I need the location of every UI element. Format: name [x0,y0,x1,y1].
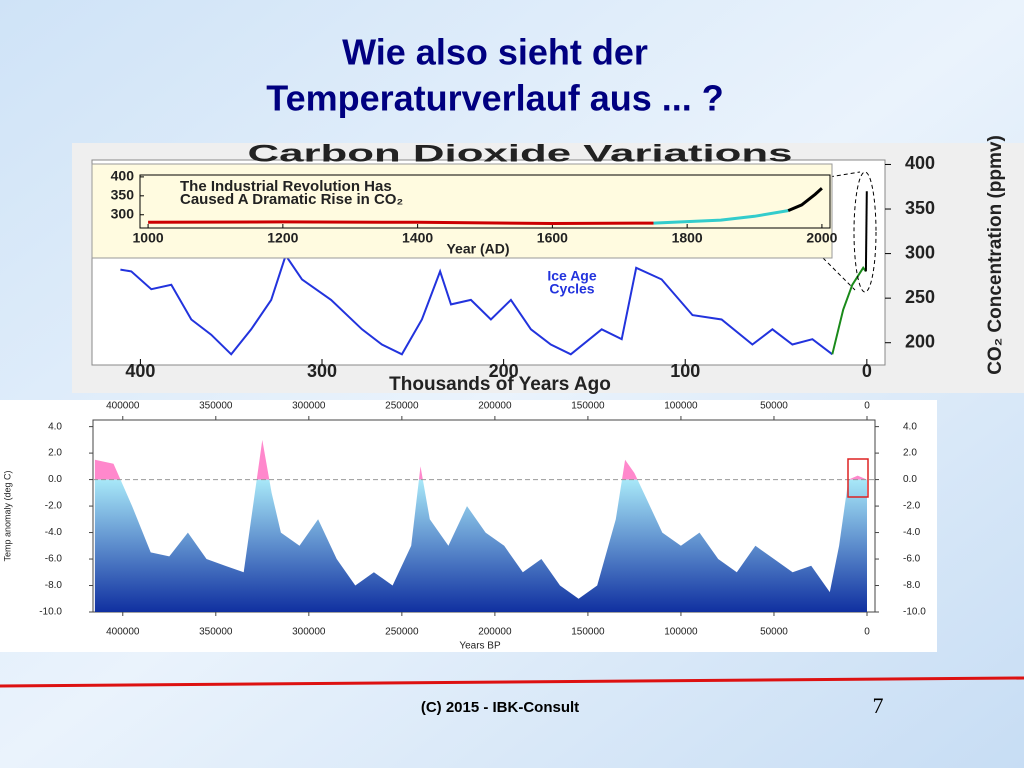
x-tick-label: 200 [489,361,519,381]
y-tick-label: -2.0 [903,501,921,512]
line-series [120,253,833,356]
x-tick-label: 200000 [478,401,512,412]
y-tick-label: 250 [905,287,935,307]
x-tick-label: 150000 [571,627,605,638]
line-series [864,191,868,272]
y-tick-label: -4.0 [45,527,63,538]
x-tick-label: 0 [862,361,872,381]
slide-title: Wie also sieht der [342,32,648,73]
y-tick-label: 200 [905,331,935,351]
y-tick-label: 0.0 [48,474,62,485]
footer: (C) 2015 - IBK-Consult [421,699,579,716]
y-tick-label: 400 [905,153,935,173]
y-tick-label: -6.0 [45,554,63,565]
line-series [831,266,867,355]
y-tick-label: 4.0 [903,421,917,432]
inset-title: The Industrial Revolution Has [180,178,392,195]
y-tick-label: -8.0 [903,580,921,591]
divider [0,676,1024,688]
connector [822,171,861,291]
line-series [148,220,654,226]
y-tick-label: 400 [111,168,135,184]
x-tick-label: 400 [125,361,155,381]
y-tick-label: -4.0 [903,527,921,538]
area-series [94,479,867,612]
highlight [847,458,869,498]
inset-plot [139,174,831,229]
x-tick-label: 350000 [199,627,233,638]
y-tick-label: -6.0 [903,554,921,565]
line-series [653,209,789,225]
chart-title: Carbon Dioxide Variations [248,140,793,167]
x-tick-label: 1200 [267,230,298,246]
y-tick-label: -8.0 [45,580,63,591]
y-tick-label: 300 [905,242,935,262]
y-axis-label: Temp anomaly (deg C) [2,470,12,561]
x-tick-label: 350000 [199,401,233,412]
x-tick-label: 2000 [806,230,837,246]
y-tick-label: -10.0 [903,607,926,618]
x-axis-label: Thousands of Years Ago [389,374,611,395]
x-tick-label: 1600 [537,230,568,246]
x-tick-label: 300 [307,361,337,381]
x-tick-label: 50000 [760,401,788,412]
y-tick-label: 350 [905,198,935,218]
x-tick-label: 0 [864,627,870,638]
y-tick-label: 300 [111,205,135,221]
x-tick-label: 300000 [292,627,326,638]
y-tick-label: 0.0 [903,474,917,485]
x-tick-label: 250000 [385,401,419,412]
line-series [787,187,823,212]
slide-title: Temperaturverlauf aus ... ? [266,78,723,119]
page-number: 7 [873,693,884,718]
y-tick-label: 2.0 [903,448,917,459]
x-tick-label: 1800 [672,230,703,246]
x-tick-label: 400000 [106,627,140,638]
y-tick-label: -2.0 [45,501,63,512]
x-tick-label: 400000 [106,401,140,412]
x-tick-label: 100 [670,361,700,381]
x-tick-label: 1400 [402,230,433,246]
inset-title: Caused A Dramatic Rise in CO₂ [180,191,403,208]
x-axis-label: Years BP [459,641,501,652]
x-tick-label: 50000 [760,627,788,638]
x-axis-label: Year (AD) [446,241,509,257]
x-tick-label: 150000 [571,401,605,412]
highlight [853,171,877,293]
x-tick-label: 0 [864,401,870,412]
x-tick-label: 100000 [664,627,698,638]
y-tick-label: 2.0 [48,448,62,459]
y-tick-label: 4.0 [48,421,62,432]
y-tick-label: 350 [111,187,135,203]
x-tick-label: 250000 [385,627,419,638]
y-axis-label: CO₂ Concentration (ppmv) [985,135,1006,375]
annotation: Cycles [549,281,594,297]
annotation: Ice Age [547,268,596,284]
x-tick-label: 200000 [478,627,512,638]
x-tick-label: 300000 [292,401,326,412]
inset-panel [91,163,833,259]
x-tick-label: 1000 [133,230,164,246]
x-tick-label: 100000 [664,401,698,412]
y-tick-label: -10.0 [39,607,62,618]
